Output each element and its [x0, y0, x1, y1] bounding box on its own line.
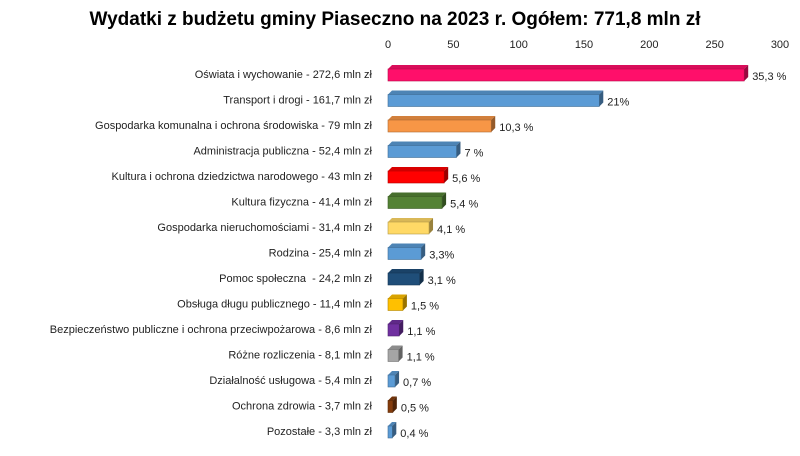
y-tick-label: Kultura fizyczna - 41,4 mln zł	[231, 196, 372, 208]
bar-top	[388, 65, 749, 69]
x-tick-label: 250	[705, 39, 723, 51]
bar-top	[388, 371, 400, 375]
chart-title: Wydatki z budżetu gminy Piaseczno na 202…	[90, 9, 702, 30]
bar-side	[392, 396, 397, 413]
bar-top	[388, 396, 397, 401]
bar-side	[444, 167, 449, 183]
bar-side	[402, 294, 407, 311]
bar-side	[744, 65, 749, 81]
bar	[387, 68, 745, 82]
y-tick-label: Pozostałe - 3,3 mln zł	[267, 426, 373, 438]
y-tick-label: Rodzina - 25,4 mln zł	[269, 247, 373, 259]
bar	[387, 119, 492, 133]
bar	[387, 323, 400, 337]
y-tick-label: Gospodarka komunalna i ochrona środowisk…	[95, 120, 373, 132]
x-tick-label: 0	[385, 39, 391, 51]
bar	[387, 94, 600, 107]
bar-side	[429, 218, 434, 234]
bar	[387, 425, 393, 439]
data-label: 5,4 %	[450, 198, 478, 210]
bar-side	[421, 243, 426, 260]
data-label: 3,3%	[429, 249, 454, 261]
x-tick-label: 300	[771, 39, 789, 51]
y-tick-label: Bezpieczeństwo publiczne i ochrona przec…	[50, 324, 373, 336]
y-tick-label: Działalność usługowa - 5,4 mln zł	[209, 375, 372, 387]
x-tick-label: 50	[447, 39, 459, 51]
bar-side	[398, 345, 403, 362]
bar-top	[388, 269, 424, 273]
data-label: 5,6 %	[452, 173, 480, 185]
y-tick-label: Ochrona zdrowia - 3,7 mln zł	[232, 400, 373, 412]
x-tick-label: 100	[509, 39, 527, 51]
bar-side	[456, 141, 461, 158]
bar-top	[388, 192, 447, 197]
y-tick-label: Transport i drogi - 161,7 mln zł	[223, 94, 372, 106]
bar-top	[388, 116, 496, 120]
data-label: 7 %	[464, 147, 483, 159]
bar	[387, 298, 404, 311]
bar-side	[419, 269, 424, 285]
data-label: 1,5 %	[411, 300, 439, 312]
data-label: 10,3 %	[499, 122, 533, 134]
data-label: 0,4 %	[400, 428, 428, 440]
bar	[387, 374, 396, 388]
y-tick-label: Administracja publiczna - 52,4 mln zł	[193, 145, 372, 157]
x-tick-label: 150	[575, 39, 593, 51]
data-label: 0,5 %	[401, 402, 429, 414]
y-tick-label: Oświata i wychowanie - 272,6 mln zł	[195, 69, 373, 81]
data-label: 1,1 %	[407, 351, 435, 363]
bar	[387, 196, 443, 209]
bar	[387, 349, 399, 362]
y-tick-label: Pomoc społeczna - 24,2 mln zł	[219, 273, 372, 285]
bar-side	[491, 116, 496, 132]
y-tick-label: Obsługa długu publicznego - 11,4 mln zł	[177, 298, 372, 310]
y-tick-label: Różne rozliczenia - 8,1 mln zł	[228, 349, 372, 361]
bar-top	[388, 167, 449, 171]
bar	[387, 170, 445, 184]
bar-top	[388, 218, 434, 222]
bar-top	[388, 422, 397, 426]
y-tick-label: Kultura i ochrona dziedzictwa narodowego…	[112, 171, 373, 183]
x-tick-label: 200	[640, 39, 658, 51]
bar-top	[388, 294, 407, 299]
y-tick-label: Gospodarka nieruchomościami - 31,4 mln z…	[157, 222, 372, 234]
data-label: 3,1 %	[428, 275, 456, 287]
bar	[387, 247, 422, 260]
bar-top	[388, 243, 426, 248]
bar	[387, 145, 457, 158]
bar-side	[399, 320, 404, 336]
data-label: 1,1 %	[407, 326, 435, 338]
bar-top	[388, 320, 404, 324]
bar-side	[392, 422, 397, 438]
bar	[387, 272, 420, 286]
bar-side	[599, 90, 604, 107]
bar-top	[388, 141, 461, 146]
bar-top	[388, 345, 403, 350]
data-label: 21%	[607, 96, 629, 108]
data-label: 4,1 %	[437, 224, 465, 236]
data-label: 0,7 %	[403, 377, 431, 389]
bar	[387, 400, 394, 413]
data-label: 35,3 %	[752, 71, 786, 83]
bar	[387, 221, 430, 235]
bar-top	[388, 90, 604, 95]
bar-side	[442, 192, 447, 209]
bar-side	[395, 371, 400, 387]
